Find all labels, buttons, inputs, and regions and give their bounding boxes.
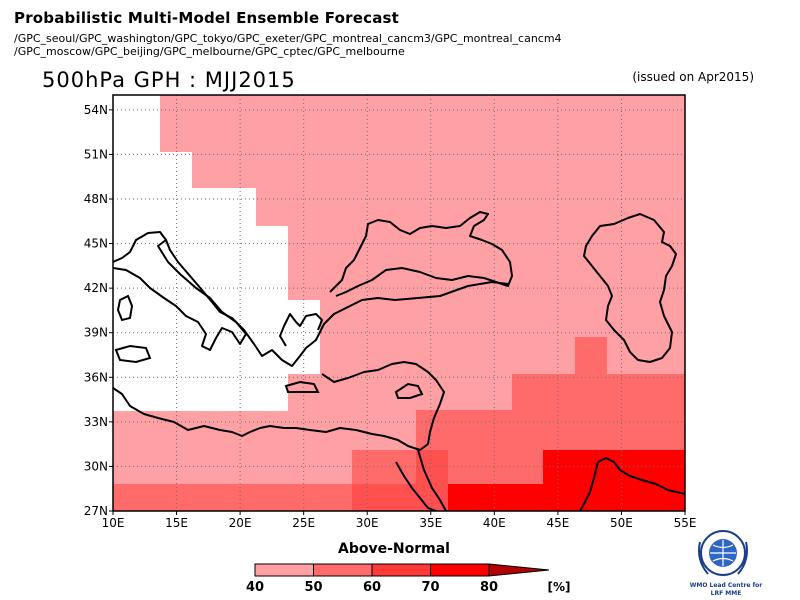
legend-title: Above-Normal [338,541,450,557]
model-list-line-2: /GPC_moscow/GPC_beijing/GPC_melbourne/GP… [14,45,405,58]
logo-caption-line-2: LRF MME [710,590,742,597]
tick-label-lat-30N: 30N [84,459,108,473]
tick-label-lat-54N: 54N [84,103,108,117]
colorbar-label-70: 70 [421,580,439,595]
colorbar-segment-2 [371,563,431,577]
colorbar-segment-3 [430,563,490,577]
colorbar-arrow [488,563,550,577]
tick-label-lon-45E: 45E [546,516,569,530]
logo-caption-line-1: WMO Lead Centre for [689,582,763,589]
tick-label-lon-30E: 30E [356,516,379,530]
colorbar-segment-1 [313,563,373,577]
probability-shading [113,95,685,511]
islands [114,294,424,399]
tick-label-lon-20E: 20E [229,516,252,530]
tick-label-lat-27N: 27N [84,504,108,518]
tick-label-lon-55E: 55E [674,516,697,530]
tick-label-lat-39N: 39N [84,326,108,340]
tick-label-lon-25E: 25E [292,516,315,530]
longitude-axis: 10E 15E 20E 25E 30E 35E 40E 45E 50E 55E [102,511,697,530]
coastlines [113,211,685,511]
tick-label-lat-33N: 33N [84,415,108,429]
tick-label-lon-40E: 40E [483,516,506,530]
tick-label-lon-10E: 10E [102,516,125,530]
colorbar-label-80: 80 [480,580,498,595]
colorbar: 40 50 60 70 80 [%] [246,563,571,595]
tick-label-lon-15E: 15E [165,516,188,530]
colorbar-unit: [%] [548,580,571,594]
graticule [113,95,685,511]
tick-label-lon-35E: 35E [419,516,442,530]
colorbar-label-40: 40 [246,580,264,595]
colorbar-segment-0 [254,563,314,577]
colorbar-label-50: 50 [304,580,322,595]
tick-label-lon-50E: 50E [610,516,633,530]
map-frame [112,94,686,512]
model-list-line-1: /GPC_seoul/GPC_washington/GPC_tokyo/GPC_… [14,32,562,45]
tick-label-lat-48N: 48N [84,192,108,206]
map-title: 500hPa GPH : MJJ2015 [42,68,296,92]
page-title: Probabilistic Multi-Model Ensemble Forec… [14,9,400,27]
colorbar-label-60: 60 [363,580,381,595]
island-cyprus [394,382,424,399]
tick-label-lat-45N: 45N [84,237,108,251]
island-sardinia [116,294,134,322]
island-crete [284,380,320,393]
tick-label-lat-36N: 36N [84,370,108,384]
wmo-logo [698,530,748,576]
latitude-axis: 27N 30N 33N 36N 39N 42N 45N 48N 51N 54N [84,103,113,518]
tick-label-lat-42N: 42N [84,281,108,295]
island-sicily [114,344,152,364]
issued-date: (issued on Apr2015) [632,70,754,84]
tick-label-lat-51N: 51N [84,147,108,161]
